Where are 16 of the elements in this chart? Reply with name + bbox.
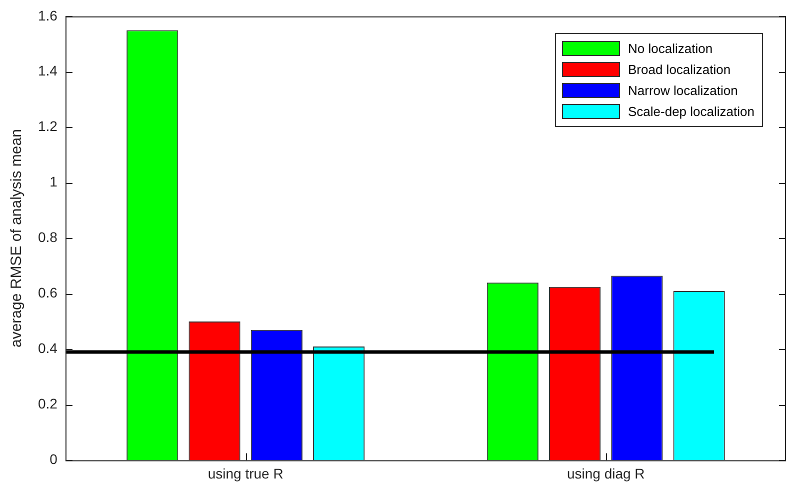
legend-label: Narrow localization	[628, 83, 738, 98]
y-tick-label: 1.2	[38, 118, 58, 134]
x-tick-label: using diag R	[566, 465, 645, 482]
y-tick-label: 0.4	[38, 340, 58, 356]
x-tick-label: using true R	[208, 465, 284, 482]
legend-label: No localization	[628, 41, 713, 56]
y-tick-label: 0.2	[38, 396, 58, 412]
y-tick-label: 0	[50, 451, 58, 468]
y-tick-label: 0.8	[38, 229, 58, 246]
y-tick-label: 1.6	[38, 7, 58, 24]
y-tick-label: 1.4	[38, 62, 58, 79]
y-tick-label: 0.6	[38, 284, 58, 301]
y-tick-label: 1	[50, 174, 58, 190]
legend-label: Broad localization	[628, 62, 731, 78]
y-axis-title: average RMSE of analysis mean	[8, 129, 26, 348]
legend-label: Scale-dep localization	[628, 104, 754, 120]
